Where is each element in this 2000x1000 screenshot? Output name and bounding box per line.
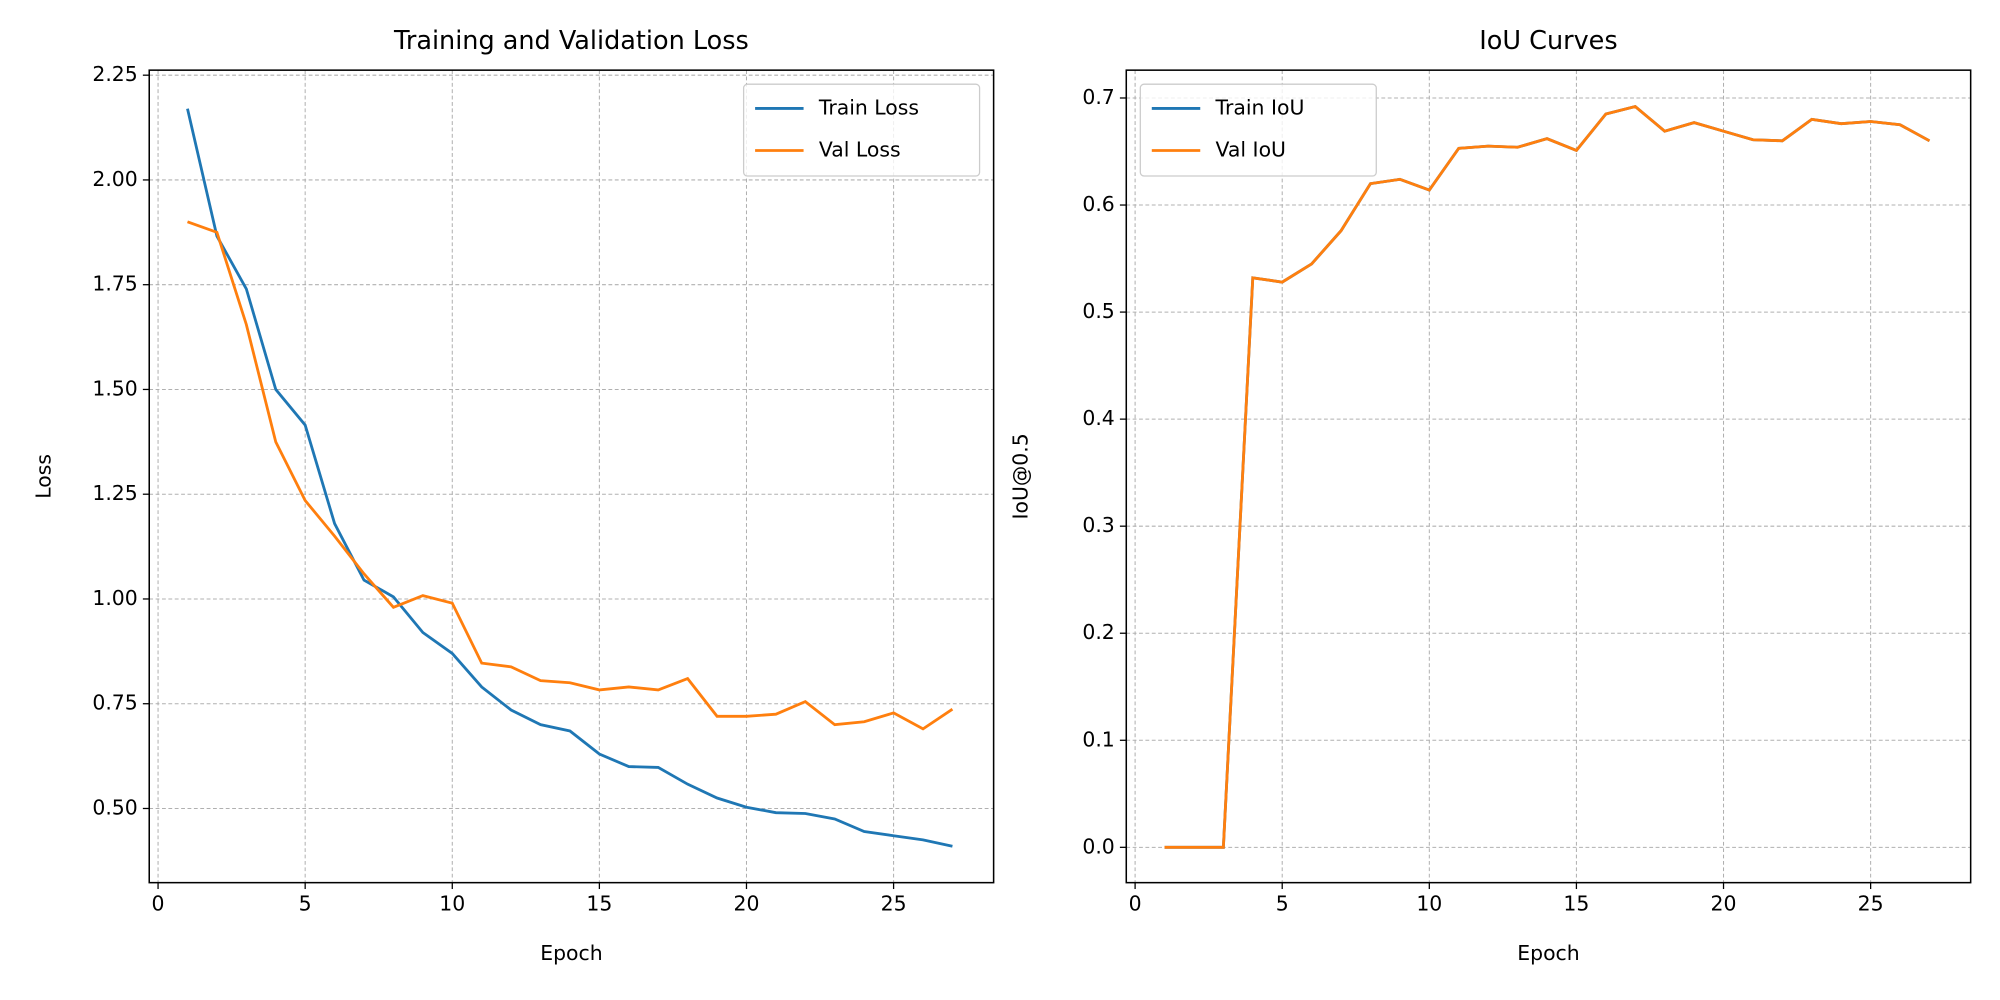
y-tick-label: 0.3 [1082, 513, 1114, 537]
legend-label: Val IoU [1216, 138, 1286, 162]
chart-title: Training and Validation Loss [393, 26, 749, 56]
y-tick-label: 2.00 [92, 167, 137, 191]
y-tick-label: 1.00 [92, 586, 137, 610]
y-tick-label: 0.0 [1082, 834, 1114, 858]
y-tick-label: 0.50 [92, 795, 137, 819]
x-tick-label: 20 [734, 891, 760, 915]
y-tick-label: 0.1 [1082, 727, 1114, 751]
y-tick-label: 0.7 [1082, 85, 1114, 109]
y-tick-label: 0.6 [1082, 192, 1114, 216]
x-tick-label: 0 [1129, 891, 1142, 915]
y-tick-label: 1.75 [92, 272, 137, 296]
x-tick-label: 20 [1711, 891, 1737, 915]
legend-label: Train IoU [1215, 95, 1305, 119]
line-series [1164, 105, 1931, 849]
y-tick-label: 0.75 [92, 691, 137, 715]
x-tick-label: 15 [586, 891, 612, 915]
legend-label: Val Loss [819, 138, 901, 162]
line-series [1164, 105, 1931, 849]
y-tick-label: 1.50 [92, 376, 137, 400]
y-axis-label: IoU@0.5 [1009, 433, 1033, 519]
x-tick-label: 5 [299, 891, 312, 915]
x-tick-label: 5 [1276, 891, 1289, 915]
chart-title: IoU Curves [1479, 26, 1617, 56]
line-series [186, 108, 953, 848]
y-tick-label: 0.2 [1082, 620, 1114, 644]
legend-label: Train Loss [818, 95, 919, 119]
axes-frame [148, 69, 995, 884]
x-axis-label: Epoch [540, 941, 602, 965]
x-tick-label: 15 [1563, 891, 1589, 915]
axes-frame [1125, 69, 1972, 884]
y-tick-label: 0.4 [1082, 406, 1114, 430]
x-tick-label: 0 [152, 891, 165, 915]
y-tick-label: 2.25 [92, 62, 137, 86]
line-series [187, 220, 954, 731]
y-tick-label: 1.25 [92, 481, 137, 505]
x-axis-label: Epoch [1517, 941, 1579, 965]
x-tick-label: 10 [439, 891, 465, 915]
x-tick-label: 25 [881, 891, 907, 915]
y-axis-label: Loss [32, 454, 56, 499]
x-tick-label: 10 [1416, 891, 1442, 915]
y-tick-label: 0.5 [1082, 299, 1114, 323]
x-tick-label: 25 [1858, 891, 1884, 915]
